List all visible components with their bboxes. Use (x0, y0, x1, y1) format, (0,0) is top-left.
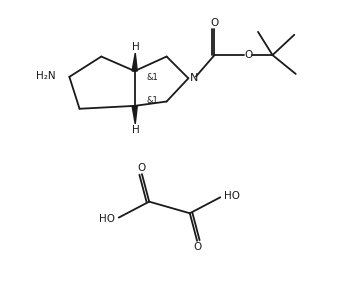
Text: O: O (211, 18, 219, 28)
Text: O: O (137, 163, 145, 173)
Polygon shape (132, 53, 137, 71)
Text: H: H (132, 42, 140, 52)
Text: HO: HO (99, 214, 115, 224)
Text: O: O (244, 50, 252, 60)
Text: N: N (190, 73, 198, 83)
Text: HO: HO (224, 190, 240, 200)
Polygon shape (132, 106, 137, 124)
Text: O: O (194, 242, 202, 252)
Text: H₂N: H₂N (36, 71, 56, 81)
Text: &1: &1 (147, 96, 159, 105)
Text: H: H (132, 125, 140, 135)
Text: &1: &1 (147, 73, 159, 82)
